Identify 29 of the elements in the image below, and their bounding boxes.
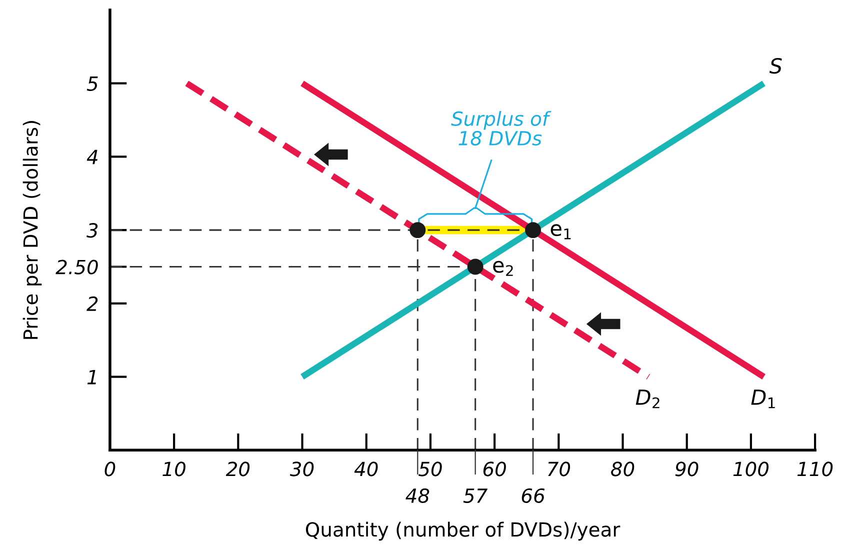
annotation: 66 <box>522 488 545 504</box>
x-tick-label: 80 <box>611 462 634 476</box>
x-tick-label: 0 <box>104 462 116 476</box>
x-tick-label: 50 <box>418 462 442 476</box>
x-tick-label: 20 <box>226 462 250 476</box>
y-tick-label: 2 <box>86 296 98 311</box>
series-label: D$_{2}$ <box>636 390 660 408</box>
x-tick-label: 110 <box>797 462 833 476</box>
x-tick-label: 90 <box>675 462 698 476</box>
series-label: S <box>769 58 782 74</box>
y-axis-title: Price per DVD (dollars) <box>22 121 42 339</box>
series-label: D$_{1}$ <box>751 390 775 408</box>
annotation: e$_{1}$ <box>550 224 571 240</box>
x-tick-label: 100 <box>733 462 769 476</box>
annotation: e$_{2}$ <box>493 260 513 276</box>
annotation: 48 <box>406 488 430 504</box>
y-tick-label: 4 <box>86 150 98 164</box>
x-tick-label: 30 <box>290 462 314 476</box>
y-tick-label: 2.50 <box>56 260 98 274</box>
x-tick-label: 60 <box>483 462 506 476</box>
x-tick-label: 70 <box>548 462 570 476</box>
x-axis-title: Quantity (number of DVDs)/year <box>306 522 620 541</box>
y-tick-label: 5 <box>86 76 98 92</box>
y-tick-label: 1 <box>87 370 96 384</box>
annotation: Surplus of 18 DVDs <box>451 110 552 146</box>
x-tick-label: 10 <box>162 462 186 476</box>
annotation: 57 <box>463 488 488 504</box>
x-tick-label: 40 <box>354 462 378 476</box>
y-tick-label: 3 <box>86 223 98 238</box>
